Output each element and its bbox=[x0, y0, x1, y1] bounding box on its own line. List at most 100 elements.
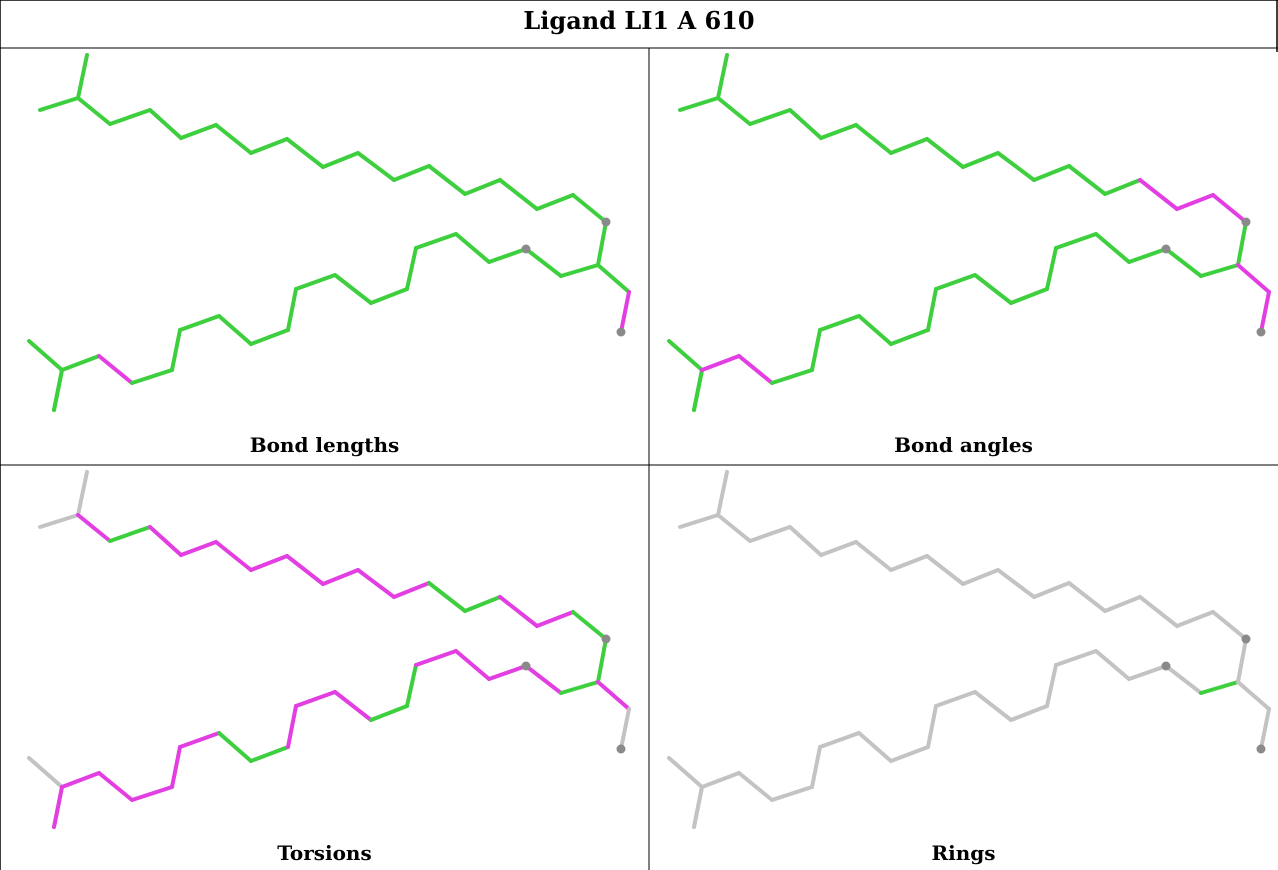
bond bbox=[818, 731, 861, 749]
bond bbox=[700, 354, 741, 372]
bond bbox=[405, 663, 418, 708]
bond bbox=[249, 554, 289, 572]
bond bbox=[148, 108, 183, 140]
bond bbox=[1164, 247, 1203, 278]
bond bbox=[619, 707, 631, 751]
atom-sphere bbox=[1161, 661, 1171, 671]
bond bbox=[748, 108, 792, 126]
bond bbox=[170, 328, 182, 372]
bond bbox=[1067, 581, 1107, 613]
bond bbox=[76, 470, 89, 517]
bond bbox=[76, 96, 112, 126]
bond bbox=[249, 328, 290, 346]
bond bbox=[38, 513, 80, 529]
bond bbox=[524, 664, 563, 695]
bond bbox=[810, 745, 822, 789]
bond bbox=[819, 123, 858, 140]
bond bbox=[286, 704, 298, 749]
bond bbox=[854, 123, 893, 155]
bond bbox=[286, 287, 298, 332]
bond bbox=[788, 108, 823, 140]
atom-sphere bbox=[1256, 327, 1266, 337]
bond bbox=[692, 368, 704, 412]
bond bbox=[667, 756, 704, 789]
bond bbox=[130, 368, 174, 385]
bond bbox=[961, 568, 1000, 586]
bond bbox=[692, 785, 704, 829]
bond bbox=[321, 151, 360, 169]
bond bbox=[1067, 164, 1107, 196]
bond bbox=[333, 690, 373, 722]
caption-torsions: Torsions bbox=[277, 841, 372, 865]
bond bbox=[559, 680, 600, 695]
bond bbox=[356, 568, 396, 599]
bond bbox=[524, 247, 563, 278]
bond bbox=[294, 690, 337, 708]
bond bbox=[619, 290, 631, 334]
bond bbox=[1103, 178, 1142, 196]
bond bbox=[249, 137, 289, 155]
bond bbox=[889, 745, 930, 763]
bond bbox=[285, 137, 325, 169]
bond bbox=[427, 581, 467, 613]
bond bbox=[934, 690, 977, 708]
bond bbox=[1175, 193, 1215, 211]
bond bbox=[700, 771, 741, 789]
atom-sphere bbox=[521, 661, 531, 671]
bond bbox=[1054, 232, 1098, 250]
bond bbox=[1032, 164, 1071, 182]
caption-rings: Rings bbox=[931, 841, 996, 865]
atom-sphere bbox=[1256, 744, 1266, 754]
bond bbox=[737, 354, 774, 385]
bond bbox=[770, 368, 814, 385]
bond bbox=[294, 273, 337, 291]
bond bbox=[1259, 707, 1271, 751]
bond bbox=[405, 246, 418, 291]
bond bbox=[716, 53, 729, 100]
bond bbox=[52, 368, 64, 412]
bond bbox=[596, 637, 608, 684]
bond bbox=[716, 513, 752, 543]
bond bbox=[571, 610, 608, 641]
bond bbox=[487, 247, 528, 264]
bond bbox=[1094, 232, 1131, 264]
bond bbox=[97, 354, 134, 385]
bond bbox=[1127, 247, 1168, 264]
bond bbox=[60, 771, 101, 789]
bond bbox=[857, 731, 893, 763]
bond bbox=[973, 690, 1013, 722]
bond bbox=[926, 704, 938, 749]
bond bbox=[369, 287, 409, 305]
bond bbox=[27, 339, 64, 372]
atom-sphere bbox=[1241, 634, 1251, 644]
bond bbox=[178, 314, 221, 332]
bond bbox=[889, 328, 930, 346]
bond bbox=[170, 745, 182, 789]
bond bbox=[854, 540, 893, 572]
atom-sphere bbox=[1241, 217, 1251, 227]
bond bbox=[454, 232, 491, 264]
bond bbox=[1009, 704, 1049, 722]
bond bbox=[108, 108, 152, 126]
bond bbox=[857, 314, 893, 346]
bond bbox=[1164, 664, 1203, 695]
bond bbox=[179, 123, 218, 140]
atom-sphere bbox=[601, 634, 611, 644]
bond bbox=[1211, 193, 1248, 224]
atom-sphere bbox=[616, 327, 626, 337]
bond bbox=[392, 581, 431, 599]
bond bbox=[179, 540, 218, 557]
bond bbox=[667, 339, 704, 372]
bond bbox=[214, 540, 253, 572]
bond bbox=[925, 554, 965, 586]
bond bbox=[1236, 680, 1271, 711]
bond bbox=[1045, 246, 1058, 291]
bond bbox=[737, 771, 774, 802]
bond bbox=[1138, 595, 1179, 628]
bond bbox=[454, 649, 491, 681]
figure-title: Ligand LI1 A 610 bbox=[523, 5, 755, 35]
bond bbox=[1236, 637, 1248, 684]
bond bbox=[961, 151, 1000, 169]
bond bbox=[321, 568, 360, 586]
caption-bond-lengths: Bond lengths bbox=[249, 433, 400, 457]
